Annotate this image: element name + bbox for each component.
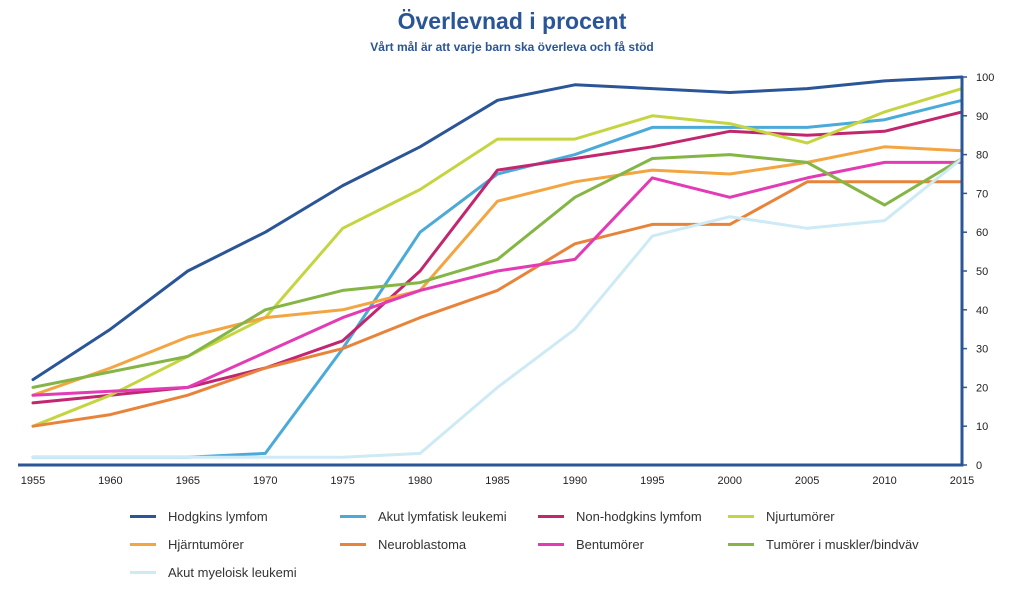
legend-swatch [130,570,156,574]
legend-label: Hodgkins lymfom [168,508,268,524]
legend-label: Hjärntumörer [168,536,244,552]
legend-item: Non-hodgkins lymfom [538,506,702,526]
y-tick-label: 30 [976,344,988,356]
y-tick-label: 50 [976,266,988,278]
legend-label: Njurtumörer [766,508,835,524]
legend-swatch [340,514,366,518]
x-tick-label: 2010 [872,475,896,487]
x-tick-label: 1970 [253,475,277,487]
legend-swatch [728,514,754,518]
y-tick-label: 70 [976,188,988,200]
legend-item: Njurtumörer [728,506,835,526]
legend-item: Hjärntumörer [130,534,244,554]
legend-swatch [538,542,564,546]
x-tick-label: 1995 [640,475,664,487]
legend-item: Bentumörer [538,534,644,554]
x-tick-label: 1955 [21,475,45,487]
legend-label: Akut myeloisk leukemi [168,564,297,580]
legend-item: Akut lymfatisk leukemi [340,506,507,526]
legend-swatch [538,514,564,518]
x-tick-label: 1960 [98,475,122,487]
x-tick-label: 2000 [718,475,742,487]
legend-label: Akut lymfatisk leukemi [378,508,507,524]
line-chart: 0 10 20 30 40 50 60 70 80 90 100 1955 1960 1965 1970 19… [18,72,994,487]
x-tick-label: 1980 [408,475,432,487]
series-line-0 [31,75,964,382]
legend-swatch [340,542,366,546]
legend-item: Akut myeloisk leukemi [130,562,297,582]
series-line-8 [31,157,964,459]
legend-swatch [728,542,754,546]
series-line-1 [31,98,964,459]
legend-swatch [130,542,156,546]
y-tick-label: 100 [976,72,994,84]
x-tick-label: 1965 [176,475,200,487]
x-tick-label: 1975 [330,475,354,487]
legend-item: Neuroblastoma [340,534,466,554]
legend-item: Tumörer i muskler/bindväv [728,534,919,554]
y-tick-label: 20 [976,382,988,394]
x-tick-label: 1985 [485,475,509,487]
x-tick-label: 2005 [795,475,819,487]
legend-swatch [130,514,156,518]
y-tick-label: 40 [976,305,988,317]
legend-label: Non-hodgkins lymfom [576,508,702,524]
chart-title: Överlevnad i procent [397,8,627,34]
y-tick-label: 10 [976,421,988,433]
x-tick-label: 1990 [563,475,587,487]
legend-label: Neuroblastoma [378,536,467,552]
legend-item: Hodgkins lymfom [130,506,268,526]
series-line-3 [31,87,964,428]
legend-label: Tumörer i muskler/bindväv [766,536,919,552]
x-tick-label: 2015 [950,475,974,487]
y-tick-label: 90 [976,111,988,123]
y-tick-label: 60 [976,227,988,239]
legend-label: Bentumörer [576,536,644,552]
series-line-6 [31,160,964,397]
y-tick-label: 0 [976,460,982,472]
series-line-7 [31,153,964,389]
series-line-5 [31,180,964,428]
chart-subtitle: Vårt mål är att varje barn ska överleva … [370,40,654,54]
y-tick-label: 80 [976,150,988,162]
